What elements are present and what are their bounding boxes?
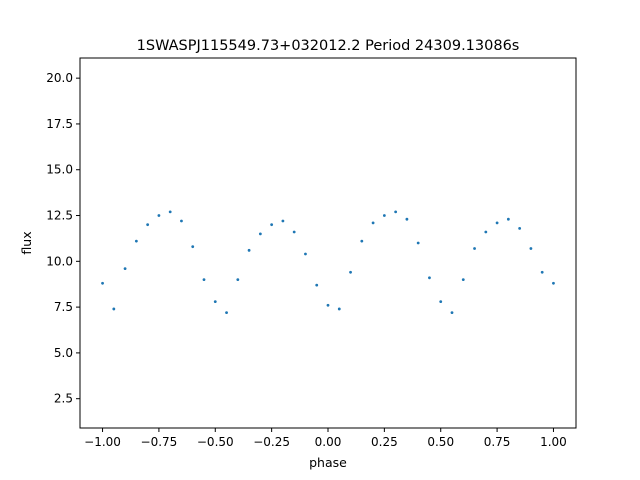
y-axis: 2.5 5.0 7.5 10.0 12.5 15.0 17.5 20.0 bbox=[46, 71, 80, 406]
data-point bbox=[450, 311, 454, 315]
data-point bbox=[371, 221, 375, 225]
y-tick-label: 15.0 bbox=[46, 163, 73, 177]
data-point bbox=[191, 245, 195, 249]
data-point bbox=[281, 219, 285, 223]
data-point bbox=[270, 223, 274, 227]
y-tick-label: 10.0 bbox=[46, 254, 73, 268]
y-tick-label: 5.0 bbox=[54, 346, 73, 360]
y-tick-label: 2.5 bbox=[54, 392, 73, 406]
data-point bbox=[292, 230, 296, 234]
x-tick-label: 0.75 bbox=[484, 435, 511, 449]
y-tick-label: 17.5 bbox=[46, 117, 73, 131]
data-point bbox=[552, 281, 555, 285]
data-point bbox=[439, 300, 443, 304]
x-tick-label: −0.75 bbox=[141, 435, 178, 449]
data-point bbox=[349, 270, 352, 274]
x-axis-label: phase bbox=[309, 455, 347, 470]
data-point bbox=[518, 226, 522, 230]
data-point bbox=[529, 247, 533, 250]
data-point bbox=[304, 252, 307, 256]
data-point bbox=[101, 281, 104, 285]
data-point bbox=[157, 214, 161, 217]
x-tick-label: 0.00 bbox=[315, 435, 342, 449]
data-point bbox=[416, 241, 420, 245]
data-point bbox=[495, 221, 499, 225]
data-point bbox=[123, 267, 127, 271]
data-point bbox=[236, 278, 240, 282]
data-point bbox=[315, 283, 319, 287]
data-point bbox=[112, 307, 116, 311]
y-tick-label: 20.0 bbox=[46, 71, 73, 85]
data-point bbox=[394, 210, 398, 214]
data-point bbox=[213, 300, 217, 304]
data-point bbox=[326, 303, 330, 307]
data-point bbox=[473, 247, 476, 250]
data-point bbox=[360, 239, 364, 243]
data-point bbox=[258, 232, 262, 236]
x-tick-label: −1.00 bbox=[84, 435, 121, 449]
data-point bbox=[202, 278, 206, 282]
x-tick-label: −0.25 bbox=[253, 435, 290, 449]
data-point bbox=[180, 219, 183, 223]
x-tick-label: −0.50 bbox=[197, 435, 234, 449]
chart-title: 1SWASPJ115549.73+032012.2 Period 24309.1… bbox=[137, 38, 520, 54]
y-axis-label: flux bbox=[19, 231, 34, 254]
data-point bbox=[405, 217, 409, 221]
data-point bbox=[337, 307, 341, 311]
data-point bbox=[461, 278, 465, 282]
data-point bbox=[540, 270, 544, 274]
y-tick-label: 7.5 bbox=[54, 300, 73, 314]
data-point bbox=[382, 214, 386, 217]
data-point bbox=[168, 210, 172, 214]
x-tick-label: 0.50 bbox=[427, 435, 454, 449]
x-axis: −1.00 −0.75 −0.50 −0.25 0.00 0.25 0.50 0.75 1.00 bbox=[84, 428, 567, 449]
data-point bbox=[225, 311, 228, 315]
data-point bbox=[146, 223, 150, 227]
x-tick-label: 0.25 bbox=[371, 435, 398, 449]
data-point bbox=[428, 276, 431, 280]
x-tick-label: 1.00 bbox=[540, 435, 567, 449]
data-point bbox=[484, 230, 488, 234]
data-point bbox=[247, 248, 251, 252]
data-point bbox=[134, 239, 138, 243]
scatter-points bbox=[101, 210, 555, 315]
y-tick-label: 12.5 bbox=[46, 209, 73, 223]
data-point bbox=[506, 217, 510, 221]
